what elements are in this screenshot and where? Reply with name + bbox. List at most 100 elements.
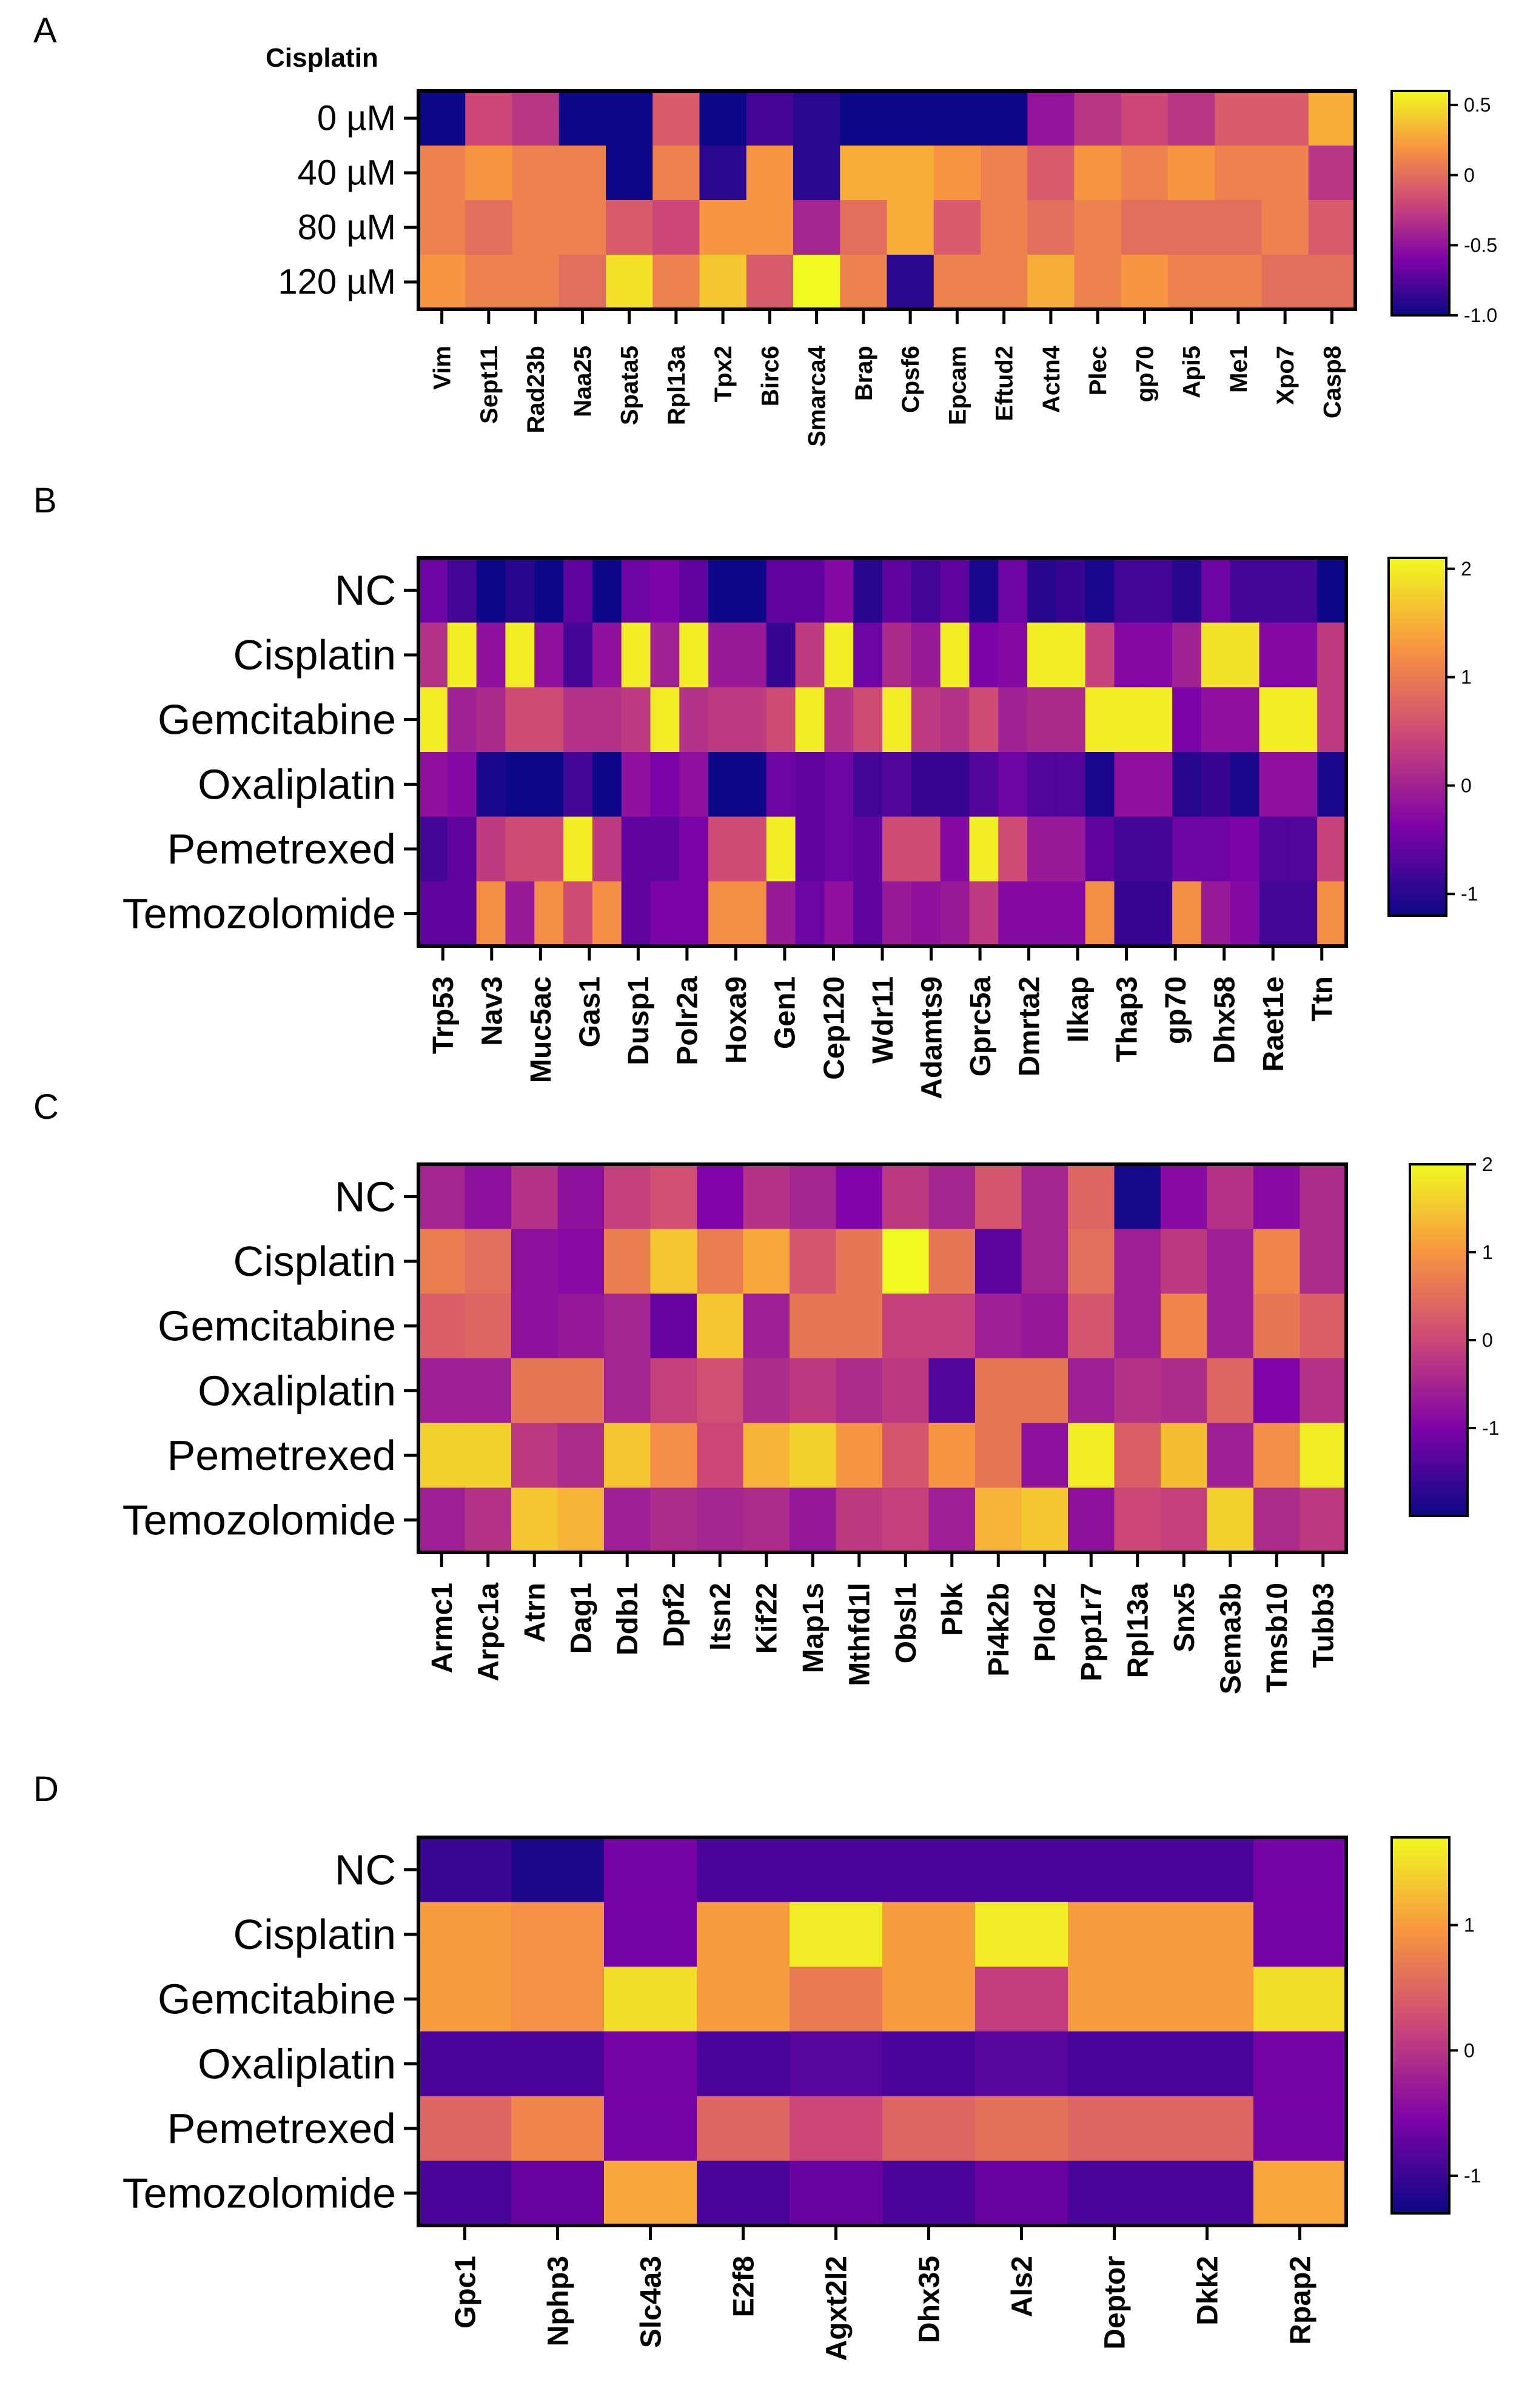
heatmap-cell [887,146,934,201]
heatmap-cell [1288,881,1318,947]
colorbar-tick-label: 2 [1461,558,1472,580]
heatmap-cell [606,91,653,146]
heatmap-cell [606,200,653,255]
heatmap-cell [836,1423,883,1488]
heatmap-cell [1027,91,1075,146]
heatmap-cell [975,2161,1068,2226]
heatmap-cell [1201,558,1231,623]
heatmap-cell [1056,687,1086,753]
heatmap-cell [1259,558,1289,623]
heatmap-cell [418,1229,466,1294]
heatmap-cell [650,622,680,688]
heatmap-cell [534,558,564,623]
heatmap-cell [969,816,999,882]
heatmap-cell [621,752,651,817]
heatmap-frame [417,1162,1348,1554]
heatmap-cell [1161,2096,1254,2161]
heatmap-cell [795,558,825,623]
heatmap-cell [558,255,606,310]
heatmap-cell [1021,1423,1068,1488]
col-label: Rad23b [523,346,549,434]
heatmap-cell [1121,200,1169,255]
heatmap-cell [1068,1837,1161,1903]
heatmap-cell [928,1164,976,1230]
heatmap-cell [1201,881,1231,947]
heatmap-cell [1261,255,1309,310]
heatmap-cell [604,1902,697,1967]
colorbar-tick-label: -1 [1482,1417,1499,1439]
heatmap-cell [418,91,466,146]
colorbar-tick-label: 1 [1482,1241,1493,1263]
heatmap-cell [1253,1837,1347,1903]
heatmap-cell [887,91,934,146]
row-label: Pemetrexed [167,825,396,873]
colorbar [1387,557,1447,917]
heatmap-cell [511,1164,558,1230]
heatmap-cell [795,687,825,753]
heatmap-cell [1027,255,1075,310]
heatmap-cell [969,687,999,753]
heatmap-cell [563,558,593,623]
heatmap-cell [1207,1487,1254,1553]
heatmap-cell [1161,1229,1208,1294]
col-label: Mthfd1l [844,1583,876,1686]
heatmap-cell [679,816,709,882]
heatmap-cell [1168,255,1215,310]
heatmap-cell [1215,255,1263,310]
col-label: Cep120 [818,976,850,1080]
colorbar-tick-label: -1 [1464,2165,1481,2187]
col-label: Ddb1 [612,1583,644,1655]
heatmap-cell [418,1423,466,1488]
heatmap-cell [790,2096,883,2161]
heatmap-cell [1027,752,1057,817]
heatmap-cell [1161,1487,1208,1553]
col-label: Sema3b [1215,1583,1247,1694]
heatmap-cell [476,558,506,623]
col-label: Dag1 [566,1583,598,1654]
col-label: Thap3 [1111,976,1143,1062]
heatmap-cell [708,687,738,753]
heatmap-cell [790,1164,837,1230]
col-label: Brap [851,346,877,401]
heatmap-cell [557,1423,605,1488]
row-label: NC [335,1173,396,1220]
heatmap-cell [418,1487,466,1553]
heatmap-cell [793,91,840,146]
heatmap-cell [1317,687,1347,753]
heatmap-cell [697,1837,790,1903]
heatmap-cell [1168,146,1215,201]
heatmap-cell [790,1967,883,2032]
heatmap-cell [975,1487,1022,1553]
heatmap-cell [1021,1358,1068,1424]
heatmap-cell [679,622,709,688]
heatmap-cell [790,2031,883,2097]
col-label: Rpl13a [663,345,690,425]
heatmap-cell [447,687,477,753]
heatmap-cell [1300,1293,1347,1359]
colorbar-tick-label: 1 [1461,666,1472,688]
heatmap-cell [534,687,564,753]
heatmap-cell [882,1967,976,2032]
col-label: Dusp1 [623,976,655,1065]
heatmap-cell [650,1423,697,1488]
panel-a: A Cisplatin 0 µM 40 µM 80 µM 120 µM Vim Sept11 R… [33,11,1497,447]
panel-letter: A [33,11,57,50]
heatmap-cell [1114,1164,1161,1230]
heatmap-cell [563,622,593,688]
row-label: Pemetrexed [167,2105,396,2152]
heatmap-cell [512,255,560,310]
heatmap-cell [1068,2096,1161,2161]
heatmap-cell [505,752,535,817]
heatmap-cell [1161,1358,1208,1424]
heatmap-cell [697,1164,744,1230]
heatmap-cell [592,558,622,623]
heatmap-cell [447,622,477,688]
heatmap-cell [592,622,622,688]
heatmap-cell [1253,1229,1301,1294]
heatmap-cell [563,752,593,817]
col-label: Dpf2 [659,1583,691,1648]
heatmap-cell [1114,687,1144,753]
heatmap-cell [697,1229,744,1294]
heatmap-cell [911,687,941,753]
heatmap-cell [824,752,854,817]
